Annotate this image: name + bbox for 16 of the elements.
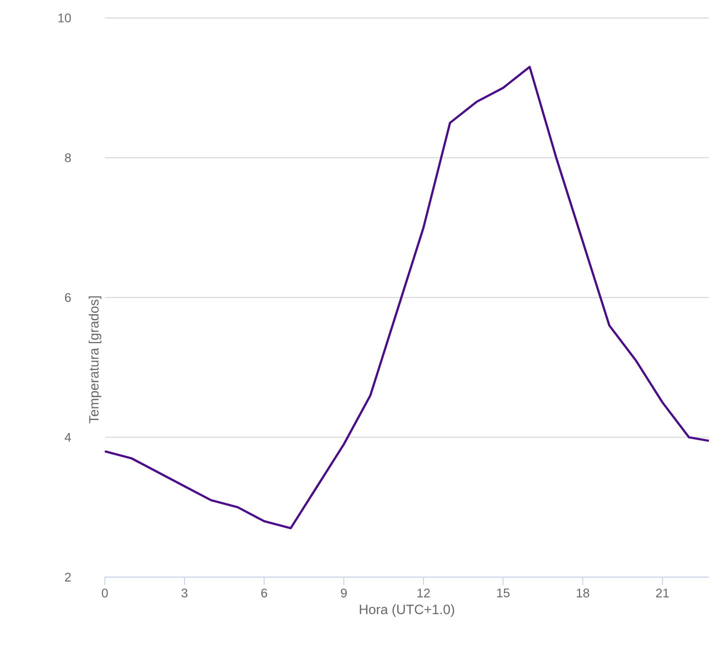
x-tick-label: 9 — [340, 588, 347, 598]
x-tick-label: 6 — [261, 588, 268, 598]
x-axis-title: Hora (UTC+1.0) — [360, 604, 454, 617]
x-tick-label: 3 — [182, 588, 188, 598]
y-tick-label: 4 — [64, 433, 71, 442]
x-tick-label: 15 — [497, 588, 510, 598]
y-axis-title: Temperatura [grados] — [88, 296, 102, 424]
x-tick-label: 21 — [656, 588, 669, 598]
y-tick-label: 6 — [65, 293, 71, 302]
y-tick-label: 10 — [58, 14, 71, 22]
y-tick-label: 8 — [64, 153, 71, 162]
line-series — [104, 66, 710, 530]
x-tick-label: 18 — [576, 588, 590, 598]
x-tick-label: 0 — [102, 588, 108, 598]
x-tick-label: 12 — [417, 588, 430, 598]
y-tick-label: 2 — [65, 572, 71, 582]
